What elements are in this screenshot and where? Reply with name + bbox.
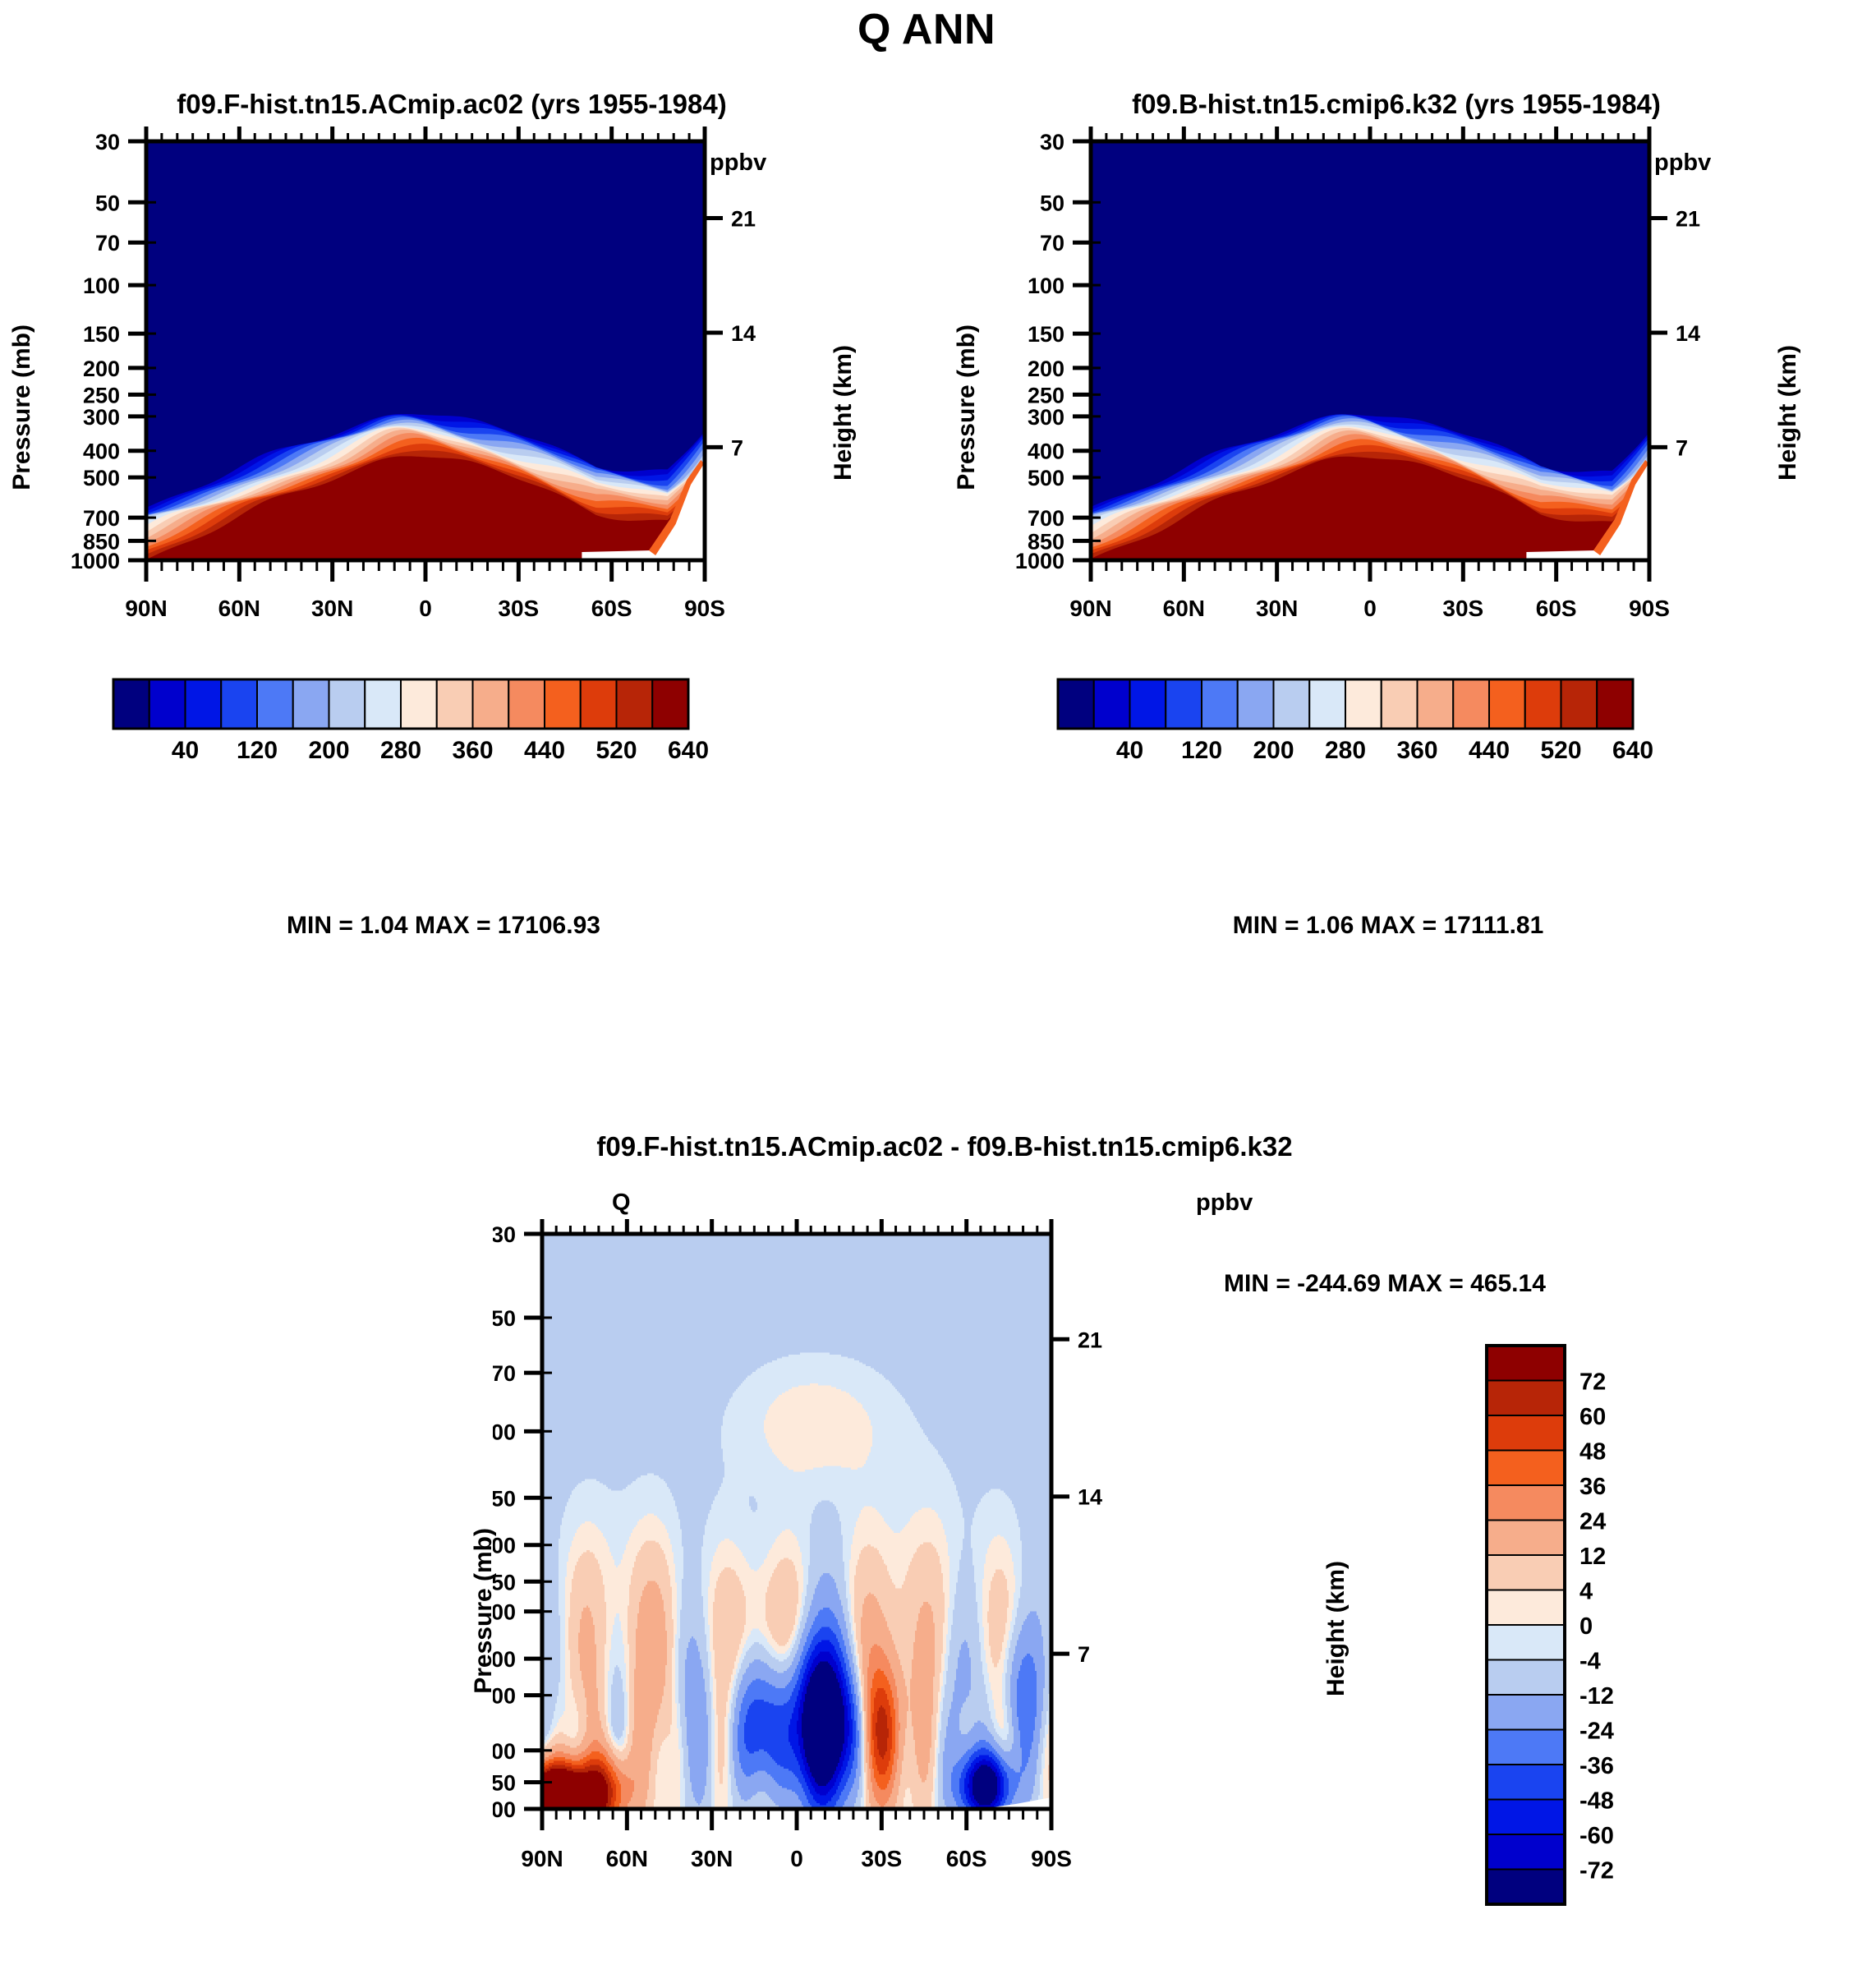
svg-text:7: 7 <box>1676 435 1688 460</box>
svg-text:50: 50 <box>1040 191 1064 215</box>
svg-text:90S: 90S <box>684 596 725 621</box>
svg-text:30: 30 <box>95 130 120 154</box>
svg-text:700: 700 <box>83 506 120 531</box>
panel-title-right: f09.B-hist.tn15.cmip6.k32 (yrs 1955-1984… <box>961 89 1832 120</box>
svg-text:250: 250 <box>83 383 120 407</box>
plot-left: 3050701001502002503004005007008501000211… <box>0 123 920 994</box>
svg-text:640: 640 <box>1612 737 1653 764</box>
svg-text:60N: 60N <box>218 596 260 621</box>
svg-text:60S: 60S <box>1536 596 1577 621</box>
svg-text:120: 120 <box>1181 737 1222 764</box>
svg-text:40: 40 <box>1116 737 1143 764</box>
svg-text:200: 200 <box>308 737 349 764</box>
svg-text:21: 21 <box>731 206 756 231</box>
svg-text:100: 100 <box>1028 274 1064 298</box>
svg-text:1000: 1000 <box>1015 549 1064 573</box>
svg-text:280: 280 <box>380 737 421 764</box>
svg-text:30S: 30S <box>498 596 539 621</box>
svg-text:90N: 90N <box>1069 596 1111 621</box>
svg-text:14: 14 <box>1676 321 1700 346</box>
svg-text:1000: 1000 <box>71 549 120 573</box>
svg-text:700: 700 <box>1028 506 1064 531</box>
svg-text:300: 300 <box>83 405 120 430</box>
svg-text:30N: 30N <box>1256 596 1298 621</box>
svg-text:60N: 60N <box>1163 596 1205 621</box>
svg-text:400: 400 <box>83 439 120 464</box>
panel-title-left: f09.F-hist.tn15.ACmip.ac02 (yrs 1955-198… <box>16 89 887 120</box>
svg-text:640: 640 <box>668 737 709 764</box>
svg-text:440: 440 <box>524 737 565 764</box>
svg-text:150: 150 <box>1028 322 1064 347</box>
svg-text:500: 500 <box>83 466 120 490</box>
plot-diff: 3050701001502002503004005007008501000211… <box>493 1199 1478 1988</box>
svg-text:30: 30 <box>1040 130 1064 154</box>
svg-text:21: 21 <box>1676 206 1700 231</box>
svg-text:100: 100 <box>83 274 120 298</box>
svg-text:60S: 60S <box>591 596 632 621</box>
svg-text:90N: 90N <box>125 596 167 621</box>
svg-text:250: 250 <box>1028 383 1064 407</box>
plot-right: 3050701001502002503004005007008501000211… <box>945 123 1853 994</box>
svg-text:120: 120 <box>237 737 278 764</box>
svg-text:150: 150 <box>83 322 120 347</box>
svg-text:200: 200 <box>83 357 120 381</box>
svg-text:30N: 30N <box>311 596 353 621</box>
svg-text:40: 40 <box>172 737 199 764</box>
svg-text:360: 360 <box>452 737 493 764</box>
panel-title-diff: f09.F-hist.tn15.ACmip.ac02 - f09.B-hist.… <box>435 1131 1454 1162</box>
svg-text:0: 0 <box>1363 596 1377 621</box>
svg-text:30S: 30S <box>1442 596 1483 621</box>
svg-text:400: 400 <box>1028 439 1064 464</box>
svg-text:200: 200 <box>1028 357 1064 381</box>
svg-text:500: 500 <box>1028 466 1064 490</box>
svg-text:520: 520 <box>1540 737 1581 764</box>
svg-text:0: 0 <box>419 596 432 621</box>
svg-text:440: 440 <box>1469 737 1510 764</box>
svg-text:520: 520 <box>595 737 637 764</box>
svg-text:70: 70 <box>1040 231 1064 255</box>
svg-text:200: 200 <box>1253 737 1294 764</box>
svg-text:90S: 90S <box>1629 596 1670 621</box>
svg-text:70: 70 <box>95 231 120 255</box>
svg-text:50: 50 <box>95 191 120 215</box>
svg-text:7: 7 <box>731 435 743 460</box>
svg-text:360: 360 <box>1396 737 1437 764</box>
main-title: Q ANN <box>0 5 1853 54</box>
svg-text:280: 280 <box>1325 737 1366 764</box>
svg-text:300: 300 <box>1028 405 1064 430</box>
svg-text:14: 14 <box>731 321 756 346</box>
